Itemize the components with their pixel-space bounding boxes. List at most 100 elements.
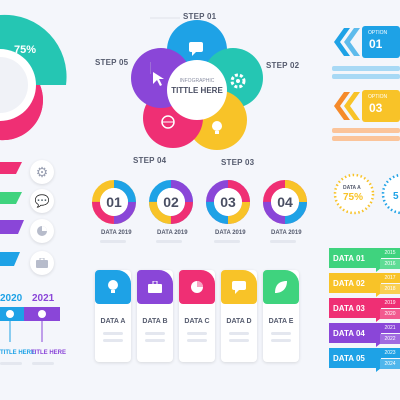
data-tab-04: DATA 04 xyxy=(329,323,381,343)
ring-segment xyxy=(92,180,136,224)
card-data-b: DATA B xyxy=(137,270,173,362)
chat-icon xyxy=(189,42,203,56)
ring-number: 03 xyxy=(220,194,236,210)
option-number-01: 01 xyxy=(369,37,383,51)
timeline-text-line xyxy=(0,362,22,365)
ring-text-line xyxy=(100,240,126,243)
petal-title-line1: INFOGRAPHIC xyxy=(179,78,215,84)
side-icon-briefcase xyxy=(30,251,54,275)
progress-ring-3: 03 xyxy=(206,180,250,224)
ring-number: 02 xyxy=(163,194,179,210)
data-tab-label: DATA 03 xyxy=(333,303,365,313)
leaf-icon xyxy=(275,281,287,293)
side-bar-purple xyxy=(0,220,24,234)
ring-segment xyxy=(206,180,250,224)
side-bar-green xyxy=(0,192,22,204)
dotted-percent: 75% xyxy=(343,192,364,203)
data-tab-02: DATA 02 xyxy=(329,273,381,293)
card-data-a: DATA A xyxy=(95,270,131,362)
cursor-icon xyxy=(153,72,164,86)
option-number-03: 03 xyxy=(369,101,383,115)
card-data-d: DATA D xyxy=(221,270,257,362)
progress-ring-2: 02 xyxy=(149,180,193,224)
pie-chart-icon xyxy=(37,226,47,236)
step-05-label: STEP 05 xyxy=(95,58,129,67)
petal-center xyxy=(167,60,227,120)
dotted-partial: 5 xyxy=(393,191,399,202)
option-03-box xyxy=(362,90,400,122)
ring-label-4: DATA 2019 xyxy=(271,230,302,236)
dotted-label: DATA A xyxy=(343,185,361,191)
data-tab-label: DATA 01 xyxy=(333,253,365,263)
ring-segment xyxy=(263,180,307,224)
card-label: DATA E xyxy=(268,318,294,325)
globe-icon xyxy=(161,115,175,129)
petal-diagram xyxy=(131,20,263,150)
gear-icon xyxy=(230,73,246,89)
timeline-title-1: TITLE HERE xyxy=(0,350,36,356)
timeline-bar xyxy=(0,307,60,342)
ring-segment xyxy=(206,180,250,224)
progress-ring-1: 01 xyxy=(92,180,136,224)
data-tab-01: DATA 01 xyxy=(329,248,381,268)
tab-year: 2024 xyxy=(380,359,400,369)
step-lines xyxy=(150,17,180,74)
ring-segment xyxy=(263,180,307,224)
chevron-left-icon xyxy=(334,28,350,56)
chevron-left-icon xyxy=(344,28,360,56)
side-icon-gear: ⚙ xyxy=(30,160,54,184)
progress-rings: 01 02 03 04 xyxy=(92,180,307,224)
ring-number: 04 xyxy=(277,194,293,210)
ring-text-line xyxy=(214,240,240,243)
side-bars xyxy=(0,162,24,266)
side-bar-pink xyxy=(0,162,22,174)
chevron-left-icon xyxy=(344,92,360,120)
ring-segment xyxy=(92,180,136,224)
ring-number: 01 xyxy=(106,194,122,210)
tab-year: 2017 xyxy=(380,273,400,283)
step-04-label: STEP 04 xyxy=(133,156,167,165)
data-tab-label: DATA 04 xyxy=(333,328,365,338)
card-data-c: DATA C xyxy=(179,270,215,362)
data-tab-label: DATA 02 xyxy=(333,278,365,288)
ring-label-2: DATA 2019 xyxy=(157,230,188,236)
side-icon-pie xyxy=(30,219,54,243)
side-bar-blue xyxy=(0,252,20,266)
step-02-label: STEP 02 xyxy=(266,61,300,70)
timeline-year-2020: 2020 xyxy=(0,293,23,304)
pie-chart xyxy=(0,14,67,141)
option-01-box xyxy=(362,26,400,58)
chat-icon xyxy=(232,281,246,294)
dotted-circle-blue xyxy=(381,173,400,215)
option-caption-1: OPTION xyxy=(368,30,388,36)
tab-year: 2016 xyxy=(380,259,400,269)
ring-segment xyxy=(92,180,136,224)
petal-title-line2: TITTLE HERE xyxy=(171,86,223,95)
progress-ring-4: 04 xyxy=(263,180,307,224)
tab-year: 2020 xyxy=(380,309,400,319)
ring-segment xyxy=(149,180,193,224)
bulb-icon xyxy=(212,121,222,134)
briefcase-icon xyxy=(36,258,48,268)
ring-segment xyxy=(149,180,193,224)
card-label: DATA D xyxy=(226,318,252,325)
orange-bars xyxy=(332,128,400,141)
tab-year: 2021 xyxy=(380,323,400,333)
ring-label-3: DATA 2019 xyxy=(215,230,246,236)
ring-label-1: DATA 2019 xyxy=(101,230,132,236)
chevron-left-icon xyxy=(334,92,350,120)
step-01-label: STEP 01 xyxy=(183,12,217,21)
bulb-icon xyxy=(108,280,118,293)
arrow-options xyxy=(332,26,400,122)
side-icon-chat: 💬 xyxy=(30,189,54,213)
ring-text-line xyxy=(156,240,182,243)
briefcase-icon xyxy=(148,281,162,293)
timeline-title-2: TITLE HERE xyxy=(31,350,67,356)
tab-year: 2023 xyxy=(380,348,400,358)
pie-chart-icon xyxy=(191,281,203,293)
timeline-text-line xyxy=(32,362,54,365)
ring-segment xyxy=(263,180,307,224)
dotted-circle-yellow xyxy=(333,173,375,215)
tab-year: 2015 xyxy=(380,248,400,258)
tab-year: 2022 xyxy=(380,334,400,344)
